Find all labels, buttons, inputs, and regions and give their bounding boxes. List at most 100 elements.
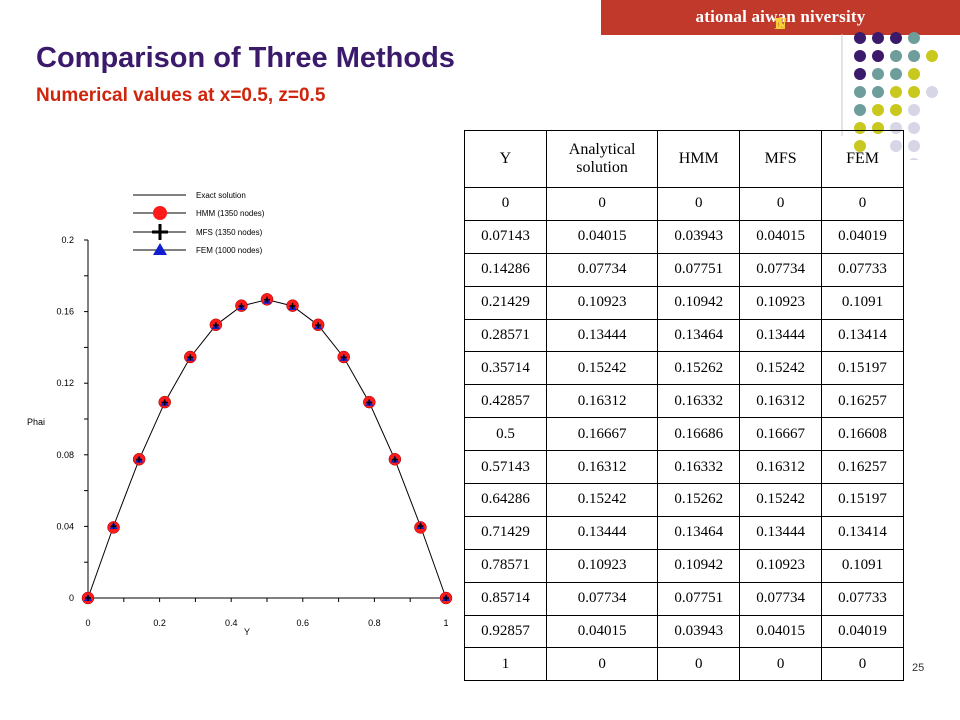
table-row: 0.5 0.16667 0.16686 0.16667 0.16608 bbox=[464, 417, 904, 452]
table-cell: 0.13414 bbox=[821, 515, 904, 550]
y-tick-label: 0.2 bbox=[61, 235, 74, 245]
mfs-point bbox=[212, 322, 219, 329]
table-row: 0.42857 0.16312 0.16332 0.16312 0.16257 bbox=[464, 384, 904, 419]
comparison-table: Y Analytical solution HMM MFS FEM 0 0 0 0 0 0.0714… bbox=[464, 130, 904, 682]
table-cell: 0 bbox=[464, 187, 547, 221]
table-cell: 0.15197 bbox=[821, 483, 904, 517]
mfs-point bbox=[315, 322, 322, 329]
table-cell: 0.04015 bbox=[739, 219, 823, 254]
table-cell: 0.16312 bbox=[545, 450, 659, 485]
table-cell: 0 bbox=[739, 647, 823, 682]
table-cell: 0.07733 bbox=[821, 252, 904, 287]
decorative-dot bbox=[908, 140, 920, 152]
table-cell: 0 bbox=[821, 187, 904, 221]
decorative-dot bbox=[890, 86, 902, 98]
table-cell: 0.13464 bbox=[657, 318, 741, 353]
table-cell: 0.10923 bbox=[739, 548, 823, 583]
x-tick-label: 0 bbox=[85, 618, 90, 628]
mfs-point bbox=[417, 523, 424, 530]
y-tick-label: 0.08 bbox=[56, 450, 74, 460]
table-cell: 0.04019 bbox=[821, 614, 904, 649]
decorative-dot bbox=[908, 122, 920, 134]
decorative-dot bbox=[909, 158, 919, 160]
table-cell: 0.21429 bbox=[464, 285, 547, 320]
table-header-cell: Y bbox=[464, 130, 547, 188]
table-cell: 0.13464 bbox=[657, 515, 741, 550]
chart-axes: 0 0.04 0.08 0.12 0.16 0.2 0 0.2 0.4 0.6 0.8 1 Y Phai bbox=[27, 235, 449, 637]
decorative-dot bbox=[854, 32, 866, 44]
table-cell: 0.13414 bbox=[821, 318, 904, 353]
table-cell: 0.03943 bbox=[657, 614, 741, 649]
mfs-point bbox=[161, 399, 168, 406]
table-cell: 0.10923 bbox=[545, 285, 659, 320]
table-cell: 0.15262 bbox=[657, 351, 741, 386]
table-cell: 0.92857 bbox=[464, 614, 547, 649]
table-cell: 0.16257 bbox=[821, 384, 904, 419]
decorative-dot bbox=[854, 104, 866, 116]
chart-legend: Exact solution HMM (1350 nodes) MFS (1350 … bbox=[133, 191, 265, 255]
table-cell: 0.16312 bbox=[739, 450, 823, 485]
decorative-dot bbox=[872, 86, 884, 98]
decorative-dot bbox=[890, 50, 902, 62]
table-cell: 0.07734 bbox=[545, 581, 659, 616]
table-cell: 0 bbox=[545, 187, 659, 221]
table-cell: 0.16332 bbox=[657, 384, 741, 419]
table-cell: 0.64286 bbox=[464, 483, 547, 517]
table-header-row: Y Analytical solution HMM MFS FEM bbox=[464, 130, 904, 188]
table-cell: 0.03943 bbox=[657, 219, 741, 254]
table-cell: 0.07751 bbox=[657, 581, 741, 616]
table-cell: 0.15242 bbox=[739, 351, 823, 386]
table-header-text: solution bbox=[576, 159, 628, 176]
legend-marker-fem bbox=[153, 243, 167, 255]
decorative-dot bbox=[872, 50, 884, 62]
table-cell: 0.28571 bbox=[464, 318, 547, 353]
table-row: 0.92857 0.04015 0.03943 0.04015 0.04019 bbox=[464, 614, 904, 649]
decorative-dot bbox=[926, 86, 938, 98]
table-cell: 0.07143 bbox=[464, 219, 547, 254]
table-cell: 0.13444 bbox=[739, 318, 823, 353]
table-header-text: MFS bbox=[764, 150, 797, 167]
table-cell: 0.35714 bbox=[464, 351, 547, 386]
table-row: 0.28571 0.13444 0.13464 0.13444 0.13414 bbox=[464, 318, 904, 353]
table-cell: 1 bbox=[464, 647, 547, 682]
x-tick-label: 0.2 bbox=[153, 618, 166, 628]
page-number: 25 bbox=[912, 662, 925, 674]
table-cell: 0.16667 bbox=[545, 417, 659, 452]
table-cell: 0.07751 bbox=[657, 252, 741, 287]
table-row: 0.78571 0.10923 0.10942 0.10923 0.1091 bbox=[464, 548, 904, 583]
mfs-point bbox=[238, 303, 245, 310]
phai-vs-y-chart: 0 0.04 0.08 0.12 0.16 0.2 0 0.2 0.4 0.6 0.8 1 Y Phai E… bbox=[27, 191, 453, 637]
table-cell: 0.13444 bbox=[739, 515, 823, 550]
table-cell: 0.07733 bbox=[821, 581, 904, 616]
decorative-dot bbox=[854, 68, 866, 80]
decorative-dot bbox=[854, 50, 866, 62]
table-header-cell: Analytical solution bbox=[545, 130, 659, 188]
table-header-text: Analytical bbox=[568, 141, 636, 158]
decorative-dot bbox=[890, 68, 902, 80]
decorative-dot bbox=[872, 68, 884, 80]
table-cell: 0.04015 bbox=[545, 219, 659, 254]
legend-label: FEM (1000 nodes) bbox=[196, 246, 263, 255]
table-cell: 0.85714 bbox=[464, 581, 547, 616]
mfs-series bbox=[85, 296, 449, 601]
table-cell: 0.10942 bbox=[657, 285, 741, 320]
table-row: 0.21429 0.10923 0.10942 0.10923 0.1091 bbox=[464, 285, 904, 320]
mfs-point bbox=[136, 456, 143, 463]
table-cell: 0.57143 bbox=[464, 450, 547, 485]
table-cell: 0.07734 bbox=[739, 581, 823, 616]
exact-solution-line bbox=[87, 299, 447, 599]
table-cell: 0.5 bbox=[464, 417, 547, 452]
mfs-point bbox=[289, 303, 296, 310]
table-cell: 0.04015 bbox=[739, 614, 823, 649]
table-cell: 0.14286 bbox=[464, 252, 547, 287]
table-header-text: HMM bbox=[678, 150, 719, 167]
table-cell: 0 bbox=[545, 647, 659, 682]
y-tick-label: 0.16 bbox=[56, 307, 74, 317]
decorative-dot bbox=[890, 32, 902, 44]
x-axis-label: Y bbox=[244, 627, 250, 637]
y-tick-label: 0 bbox=[69, 593, 74, 603]
table-cell: 0.15242 bbox=[545, 351, 659, 386]
